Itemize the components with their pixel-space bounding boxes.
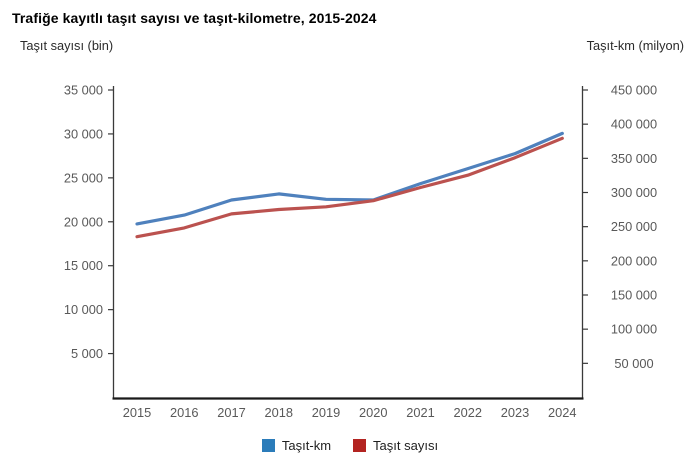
y-axis-right-tick-label: 100 000 bbox=[611, 322, 657, 337]
y-axis-left-tick-label: 30 000 bbox=[64, 126, 103, 141]
y-axis-left-tick-label: 15 000 bbox=[64, 258, 103, 273]
y-axis-left-tick-label: 35 000 bbox=[64, 83, 103, 98]
legend-label: Taşıt-km bbox=[281, 438, 332, 453]
axis-unit-labels: Taşıt sayısı (bin) Taşıt-km (milyon) bbox=[20, 38, 684, 53]
x-axis-year-label: 2023 bbox=[501, 405, 529, 420]
legend-item-0: Taşıt-km bbox=[261, 438, 332, 453]
y-axis-left-tick-label: 5 000 bbox=[71, 346, 103, 361]
y-axis-right-tick-label: 200 000 bbox=[611, 253, 657, 268]
x-axis-year-label: 2017 bbox=[217, 405, 245, 420]
series-line-0 bbox=[135, 131, 564, 226]
y-axis-right-tick-label: 450 000 bbox=[611, 83, 657, 98]
x-axis-year-label: 2022 bbox=[454, 405, 482, 420]
x-axis-year-label: 2020 bbox=[359, 405, 387, 420]
x-axis-year-label: 2015 bbox=[123, 405, 151, 420]
y-axis-right-tick-label: 300 000 bbox=[611, 185, 657, 200]
y-axis-right-tick-label: 250 000 bbox=[611, 219, 657, 234]
y-axis-left-tick-label: 10 000 bbox=[64, 302, 103, 317]
chart-title: Trafiğe kayıtlı taşıt sayısı ve taşıt-ki… bbox=[12, 10, 377, 26]
y-axis-right-tick-label: 50 000 bbox=[614, 356, 653, 371]
legend-swatch-icon bbox=[353, 439, 367, 452]
chart-legend: Taşıt-km Taşıt sayısı bbox=[0, 438, 700, 453]
series-line-1 bbox=[135, 136, 564, 239]
x-axis-year-label: 2021 bbox=[406, 405, 434, 420]
y-axis-right-tick-label: 350 000 bbox=[611, 151, 657, 166]
x-axis-year-label: 2019 bbox=[312, 405, 340, 420]
y-axis-left-tick-label: 25 000 bbox=[64, 170, 103, 185]
y-axis-left-tick-label: 20 000 bbox=[64, 214, 103, 229]
x-axis-year-label: 2016 bbox=[170, 405, 198, 420]
y-axis-right-tick-label: 150 000 bbox=[611, 288, 657, 303]
x-axis-year-label: 2024 bbox=[548, 405, 576, 420]
x-axis-year-label: 2018 bbox=[265, 405, 293, 420]
y-axis-right-tick-label: 400 000 bbox=[611, 117, 657, 132]
legend-item-1: Taşıt sayısı bbox=[353, 438, 438, 453]
left-axis-unit-label: Taşıt sayısı (bin) bbox=[20, 38, 114, 53]
right-axis-unit-label: Taşıt-km (milyon) bbox=[586, 38, 684, 53]
legend-label: Taşıt sayısı bbox=[373, 438, 439, 453]
legend-swatch-icon bbox=[261, 439, 275, 452]
